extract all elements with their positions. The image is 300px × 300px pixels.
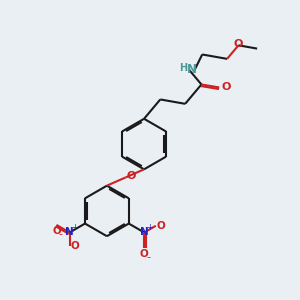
Text: N: N <box>140 227 148 238</box>
Text: O: O <box>234 39 243 49</box>
Text: O: O <box>52 226 61 236</box>
Text: O: O <box>157 221 166 231</box>
Text: O: O <box>70 241 79 251</box>
Text: -: - <box>147 252 151 262</box>
Text: -: - <box>59 230 63 239</box>
Text: O: O <box>140 249 148 259</box>
Text: O: O <box>126 171 136 181</box>
Text: +: + <box>71 223 78 232</box>
Text: N: N <box>187 64 197 76</box>
Text: +: + <box>146 223 153 232</box>
Text: H: H <box>178 64 187 74</box>
Text: N: N <box>65 227 74 238</box>
Text: O: O <box>221 82 230 92</box>
